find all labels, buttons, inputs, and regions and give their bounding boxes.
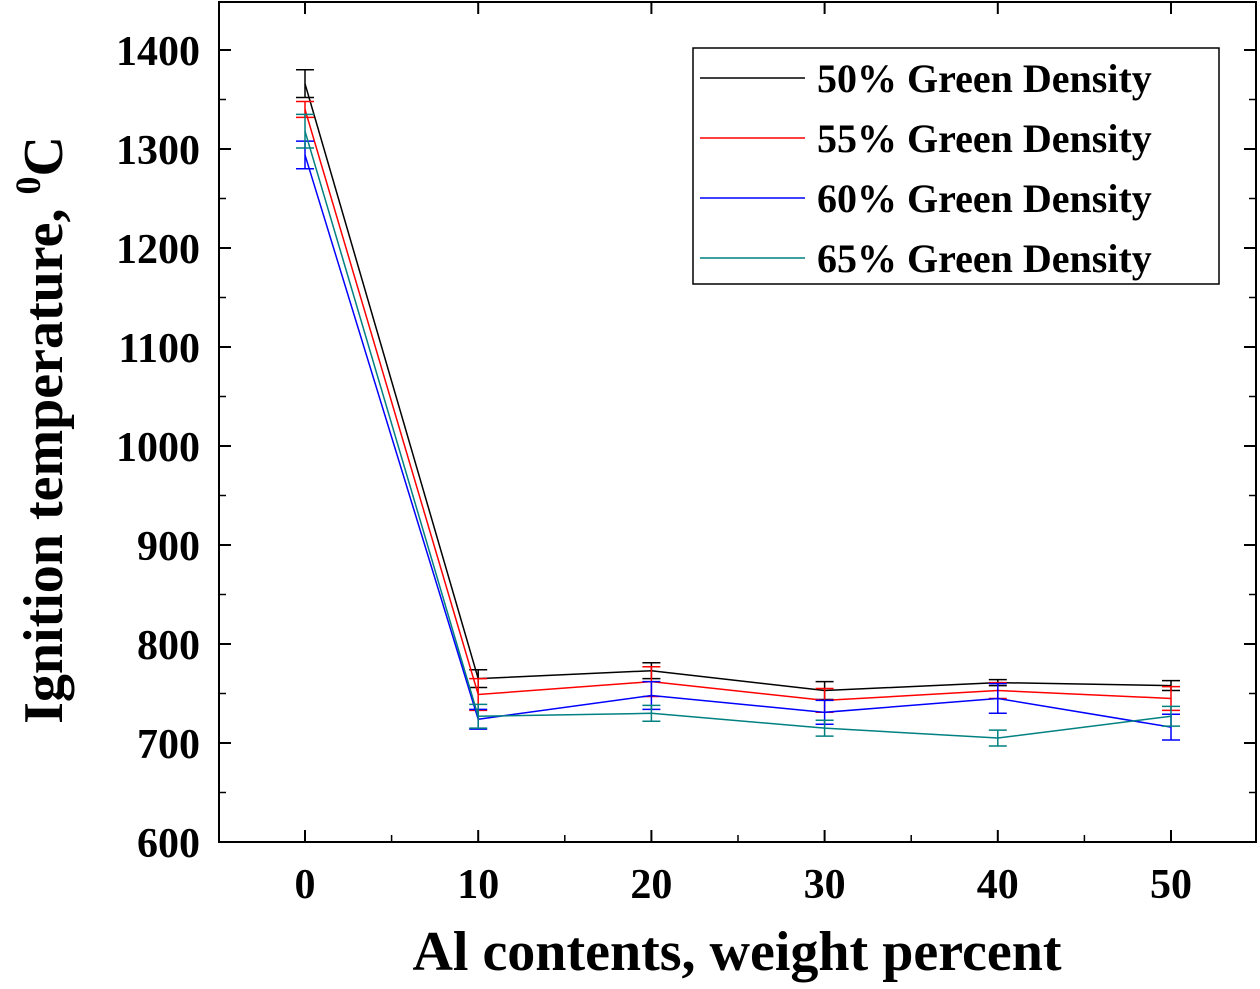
y-tick-label: 800 xyxy=(137,623,200,669)
y-axis-label-text: Ignition temperature, xyxy=(13,195,75,724)
x-axis-label: Al contents, weight percent xyxy=(412,921,1061,983)
legend-label: 50% Green Density xyxy=(817,56,1152,101)
y-tick-label: 700 xyxy=(137,722,200,768)
x-tick-label: 40 xyxy=(977,862,1019,908)
x-tick-label: 30 xyxy=(804,862,846,908)
y-axis-label-unit: C xyxy=(13,136,75,176)
y-tick-label: 600 xyxy=(137,821,200,867)
x-tick-label: 0 xyxy=(295,862,316,908)
y-axis-label-sup: 0 xyxy=(8,177,48,195)
y-tick-label: 1000 xyxy=(116,425,200,471)
y-tick-label: 1400 xyxy=(116,29,200,75)
x-tick-label: 20 xyxy=(630,862,672,908)
legend: 50% Green Density 55% Green Density 60% Gr… xyxy=(693,48,1219,284)
svg-text:Ignition temperature, 0C: Ignition temperature, 0C xyxy=(8,136,75,724)
y-axis-label: Ignition temperature, 0C xyxy=(8,136,75,724)
y-tick-label: 1300 xyxy=(116,128,200,174)
legend-label: 65% Green Density xyxy=(817,236,1152,281)
y-tick-label: 1100 xyxy=(118,326,200,372)
legend-label: 60% Green Density xyxy=(817,176,1152,221)
y-tick-label: 900 xyxy=(137,524,200,570)
x-tick-label: 10 xyxy=(457,862,499,908)
legend-label: 55% Green Density xyxy=(817,116,1152,161)
x-tick-label: 50 xyxy=(1150,862,1192,908)
y-tick-label: 1200 xyxy=(116,227,200,273)
